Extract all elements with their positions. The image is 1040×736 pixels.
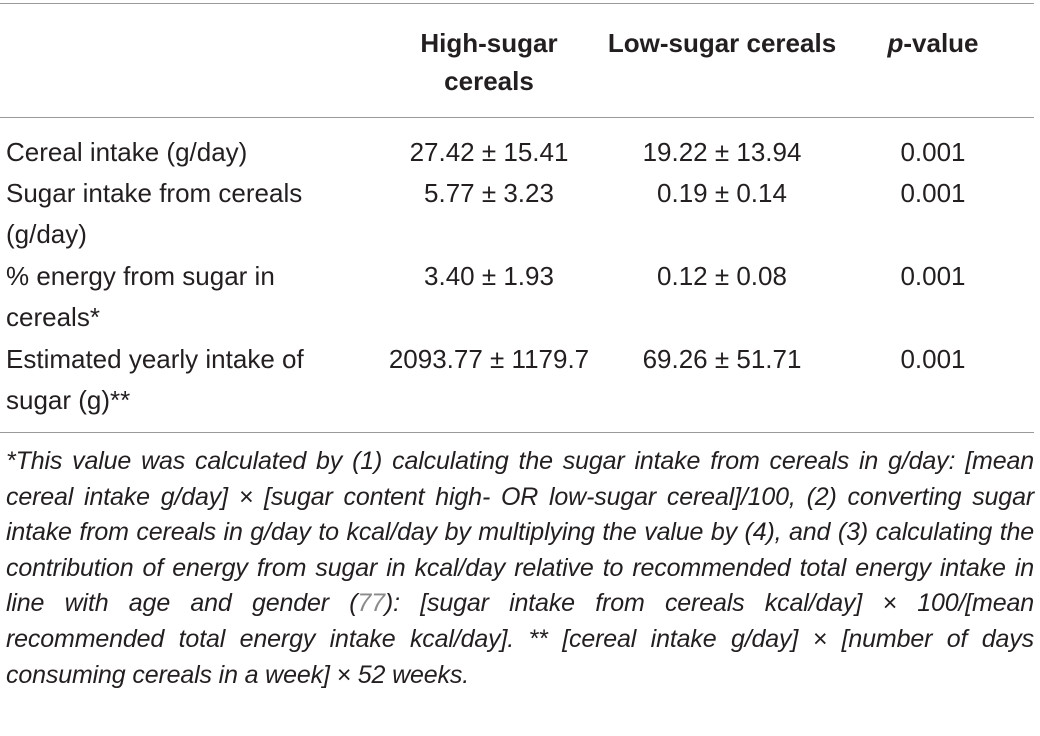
row-label: Sugar intake from cereals (g/day) [6,178,303,249]
high-sugar-value: 27.42 ± 15.41 [409,137,569,167]
row-label: Estimated yearly intake of sugar (g)** [6,344,304,415]
table-footnote: *This value was calculated by (1) calcul… [6,444,1034,693]
table-top-rule [0,3,1034,4]
row-label: Cereal intake (g/day) [6,137,248,167]
header-bottom-rule [0,117,1034,118]
header-p-value: p-value [838,24,1028,62]
low-sugar-value: 69.26 ± 51.71 [642,344,802,374]
row-label: % energy from sugar in cereals* [6,261,275,332]
high-sugar-value: 5.77 ± 3.23 [424,178,554,208]
low-sugar-value: 0.12 ± 0.08 [657,261,787,291]
table-bottom-rule [0,432,1034,433]
p-value: 0.001 [900,261,966,291]
reference-link[interactable]: 77 [357,589,385,618]
header-high-sugar: High-sugar cereals [420,28,558,96]
footnote-method-text: *This value was calculated by (1) calcul… [6,447,1034,618]
p-value: 0.001 [900,344,966,374]
low-sugar-value: 0.19 ± 0.14 [657,178,787,208]
high-sugar-value: 3.40 ± 1.93 [424,261,554,291]
header-p-suffix: -value [903,28,979,58]
high-sugar-value: 2093.77 ± 1179.7 [388,344,590,374]
p-value: 0.001 [900,137,966,167]
header-low-sugar: Low-sugar cereals [607,28,837,58]
header-p-letter: p [887,28,904,58]
low-sugar-value: 19.22 ± 13.94 [642,137,802,167]
footnote-method-text-end: ): [sugar intake from cereals kcal/day] … [6,589,1034,653]
p-value: 0.001 [900,178,966,208]
footnote-yearly-text: ** [cereal intake g/day] × [number of da… [6,624,1035,689]
